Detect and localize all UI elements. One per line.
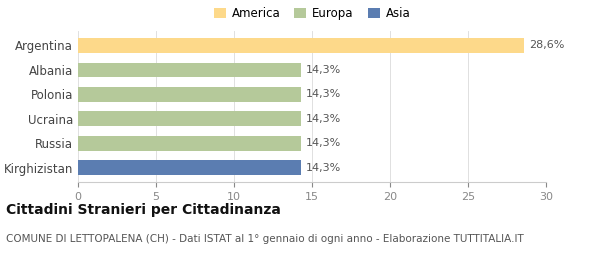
Bar (78, 63, 301, 77)
Legend: America, Europa, Asia: America, Europa, Asia (211, 5, 413, 22)
Text: 14,3%: 14,3% (306, 163, 341, 173)
Text: 14,3%: 14,3% (306, 138, 341, 148)
Bar (78, 112, 301, 126)
Text: 14,3%: 14,3% (306, 65, 341, 75)
Text: 14,3%: 14,3% (306, 114, 341, 124)
Bar (78, 136, 301, 151)
Text: Cittadini Stranieri per Cittadinanza: Cittadini Stranieri per Cittadinanza (6, 203, 281, 217)
Text: COMUNE DI LETTOPALENA (CH) - Dati ISTAT al 1° gennaio di ogni anno - Elaborazion: COMUNE DI LETTOPALENA (CH) - Dati ISTAT … (6, 234, 524, 244)
Bar (78, 87, 301, 102)
Bar (78, 160, 301, 175)
Bar (78, 38, 524, 53)
Text: 14,3%: 14,3% (306, 89, 341, 99)
Text: 28,6%: 28,6% (529, 40, 564, 50)
